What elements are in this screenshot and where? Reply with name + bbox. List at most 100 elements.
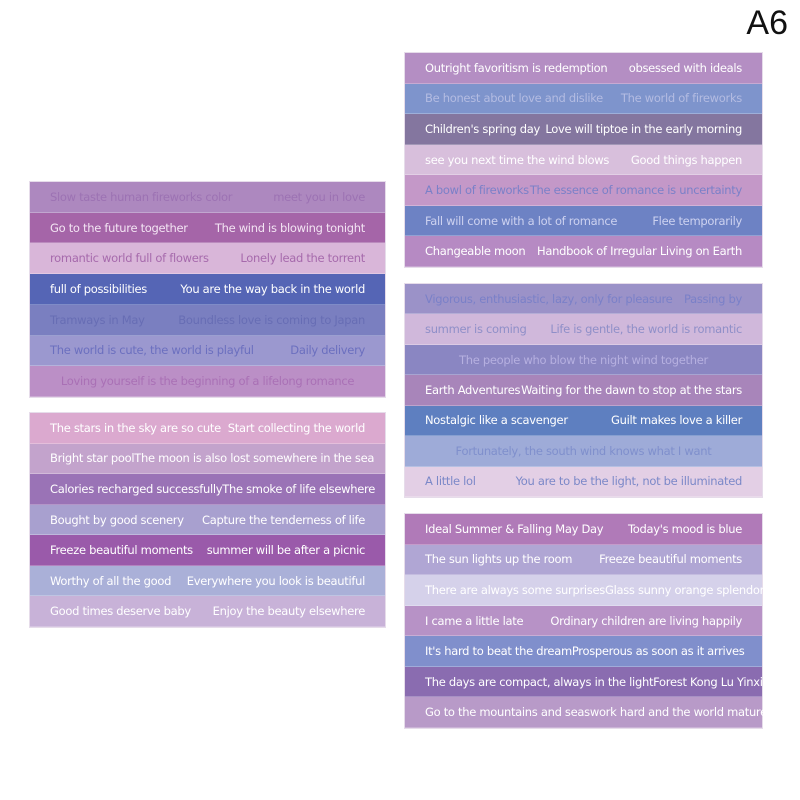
sticker-phrase: Bought by good scenery bbox=[50, 512, 184, 527]
sticker-phrase: Good things happen bbox=[630, 152, 742, 167]
sticker-phrase: Changeable moon bbox=[425, 244, 526, 259]
sticker-strip: Children's spring day Love will tiptoe in… bbox=[405, 114, 762, 145]
sticker-phrase: Nostalgic like a scavenger bbox=[425, 413, 568, 428]
sticker-phrase: Lonely lead the torrent bbox=[240, 251, 365, 266]
sticker-phrase: summer is coming bbox=[425, 322, 527, 337]
sticker-strip: Fall will come with a lot of romance Flee… bbox=[405, 205, 762, 237]
sticker-strip: see you next time the wind blows Good thi… bbox=[405, 144, 762, 176]
sticker-phrase: There are always some surprises bbox=[425, 582, 605, 597]
sticker-phrase: The smoke of life elsewhere bbox=[222, 481, 375, 496]
sticker-phrase: Earth Adventures bbox=[425, 382, 521, 397]
sticker-phrase: Go to the mountains and seas bbox=[425, 705, 590, 720]
sticker-phrase: Outright favoritism is redemption bbox=[425, 60, 608, 75]
sticker-strip: Be honest about love and dislike The worl… bbox=[405, 83, 762, 115]
sticker-phrase: romantic world full of flowers bbox=[50, 251, 209, 266]
sticker-strip: Go to the mountains and seas work hard an… bbox=[405, 697, 773, 729]
sticker-phrase: You are the way back in the world bbox=[180, 282, 365, 297]
sticker-phrase: Glass sunny orange splendor bbox=[604, 582, 765, 597]
sticker-strip: The days are compact, always in the ligh… bbox=[405, 666, 763, 698]
sticker-phrase: The world of fireworks bbox=[620, 91, 742, 106]
sticker-phrase: A bowl of fireworks bbox=[425, 183, 529, 198]
sticker-phrase: work hard and the world matures bbox=[589, 705, 773, 720]
sticker-phrase: You are to be the light, not be illumina… bbox=[515, 474, 743, 489]
sticker-phrase: The moon is also lost somewhere in the s… bbox=[134, 451, 375, 466]
sticker-strip: Go to the future together The wind is blo… bbox=[30, 212, 385, 244]
sticker-phrase: Fall will come with a lot of romance bbox=[425, 213, 618, 228]
sticker-strip: Bought by good scenery Capture the tender… bbox=[30, 504, 385, 536]
sticker-strip: Changeable moon Handbook of Irregular Liv… bbox=[405, 236, 762, 268]
sticker-phrase: Boundless love is coming to Japan bbox=[178, 312, 365, 327]
sticker-strip: Fortunately, the south wind knows what I… bbox=[405, 436, 762, 467]
sticker-phrase: Forest Kong Lu Yinxi bbox=[653, 674, 763, 689]
sticker-phrase: Fortunately, the south wind knows what I… bbox=[455, 443, 712, 458]
sticker-strip: full of possibilities You are the way bac… bbox=[30, 274, 385, 305]
sticker-strip: The stars in the sky are so cute Start co… bbox=[30, 413, 385, 444]
sticker-phrase: obsessed with ideals bbox=[628, 60, 743, 75]
sticker-phrase: Flee temporarily bbox=[652, 213, 742, 228]
sticker-phrase: Slow taste human fireworks color bbox=[50, 189, 233, 204]
sticker-phrase: Handbook of Irregular Living on Earth bbox=[537, 244, 742, 259]
sticker-phrase: Be honest about love and dislike bbox=[425, 91, 603, 106]
sticker-phrase: Prosperous as soon as it arrives bbox=[571, 644, 745, 659]
sticker-strip: Earth Adventures Waiting for the dawn to … bbox=[405, 375, 762, 406]
sticker-strip: Worthy of all the good Everywhere you loo… bbox=[30, 565, 385, 597]
sticker-strip: Nostalgic like a scavenger Guilt makes lo… bbox=[405, 405, 762, 437]
sticker-phrase: Capture the tenderness of life bbox=[202, 512, 365, 527]
sticker-phrase: Freeze beautiful moments bbox=[50, 543, 193, 558]
sticker-strip: The people who blow the night wind toget… bbox=[405, 344, 762, 376]
sticker-strip: It's hard to beat the dream Prosperous as… bbox=[405, 636, 762, 667]
sticker-strip: Bright star pool The moon is also lost so… bbox=[30, 443, 385, 475]
sticker-phrase: Good times deserve baby bbox=[50, 604, 191, 619]
sticker-phrase: Calories recharged successfully bbox=[50, 481, 223, 496]
sticker-phrase: Loving yourself is the beginning of a li… bbox=[60, 374, 355, 389]
sticker-phrase: Passing by bbox=[684, 291, 742, 306]
sticker-strip: romantic world full of flowers Lonely lea… bbox=[30, 243, 385, 275]
sticker-phrase: Ideal Summer & Falling May Day bbox=[425, 521, 604, 536]
sticker-sheet: Ideal Summer & Falling May Day Today's mo… bbox=[405, 514, 773, 729]
sticker-phrase: Guilt makes love a killer bbox=[611, 413, 742, 428]
sticker-phrase: It's hard to beat the dream bbox=[425, 644, 572, 659]
sticker-phrase: Ordinary children are living happily bbox=[550, 613, 742, 628]
sticker-phrase: full of possibilities bbox=[50, 282, 147, 297]
sticker-phrase: Tramways in May bbox=[50, 312, 145, 327]
sticker-phrase: A little lol bbox=[425, 474, 476, 489]
sticker-phrase: Children's spring day bbox=[425, 121, 540, 136]
sticker-strip: Vigorous, enthusiastic, lazy, only for p… bbox=[405, 284, 762, 315]
sticker-phrase: I came a little late bbox=[425, 613, 524, 628]
sticker-strip: Ideal Summer & Falling May Day Today's mo… bbox=[405, 514, 762, 545]
sticker-phrase: Waiting for the dawn to stop at the star… bbox=[521, 382, 742, 397]
sticker-phrase: The days are compact, always in the ligh… bbox=[425, 674, 654, 689]
sticker-phrase: Vigorous, enthusiastic, lazy, only for p… bbox=[425, 291, 673, 306]
sticker-phrase: The essence of romance is uncertainty bbox=[529, 183, 742, 198]
sticker-strip: Good times deserve baby Enjoy the beauty … bbox=[30, 596, 385, 628]
sticker-phrase: The stars in the sky are so cute bbox=[50, 420, 221, 435]
sticker-strip: Tramways in May Boundless love is coming … bbox=[30, 304, 385, 336]
sticker-phrase: Go to the future together bbox=[50, 220, 188, 235]
sticker-phrase: The people who blow the night wind toget… bbox=[459, 352, 708, 367]
sticker-sheet: The stars in the sky are so cute Start co… bbox=[30, 413, 385, 628]
sticker-sheet: Vigorous, enthusiastic, lazy, only for p… bbox=[405, 284, 762, 497]
sticker-sheet: Outright favoritism is redemption obsesse… bbox=[405, 53, 762, 268]
sticker-strip: Loving yourself is the beginning of a li… bbox=[30, 366, 385, 398]
sticker-phrase: see you next time the wind blows bbox=[425, 152, 610, 167]
sticker-phrase: meet you in love bbox=[273, 189, 365, 204]
sticker-phrase: Freeze beautiful moments bbox=[599, 552, 742, 567]
sticker-phrase: Bright star pool bbox=[50, 451, 135, 466]
sticker-phrase: Life is gentle, the world is romantic bbox=[550, 322, 742, 337]
sticker-strip: Outright favoritism is redemption obsesse… bbox=[405, 53, 762, 84]
sticker-phrase: Love will tiptoe in the early morning bbox=[545, 121, 742, 136]
sticker-strip: There are always some surprises Glass sun… bbox=[405, 575, 765, 606]
sticker-phrase: Everywhere you look is beautiful bbox=[186, 573, 366, 588]
sticker-strip: Freeze beautiful moments summer will be a… bbox=[30, 535, 385, 566]
sticker-phrase: Worthy of all the good bbox=[50, 573, 172, 588]
sticker-strip: The world is cute, the world is playful D… bbox=[30, 335, 385, 367]
sticker-phrase: Today's mood is blue bbox=[628, 521, 742, 536]
sticker-phrase: The sun lights up the room bbox=[425, 552, 573, 567]
sticker-phrase: The world is cute, the world is playful bbox=[50, 343, 254, 358]
sticker-strip: A little lol You are to be the light, not… bbox=[405, 466, 762, 497]
sticker-strip: A bowl of fireworks The essence of romanc… bbox=[405, 175, 762, 206]
sticker-phrase: summer will be after a picnic bbox=[206, 543, 366, 558]
sticker-phrase: Enjoy the beauty elsewhere bbox=[212, 604, 366, 619]
variant-label: A6 bbox=[746, 4, 788, 42]
sticker-strip: The sun lights up the room Freeze beautif… bbox=[405, 544, 762, 576]
